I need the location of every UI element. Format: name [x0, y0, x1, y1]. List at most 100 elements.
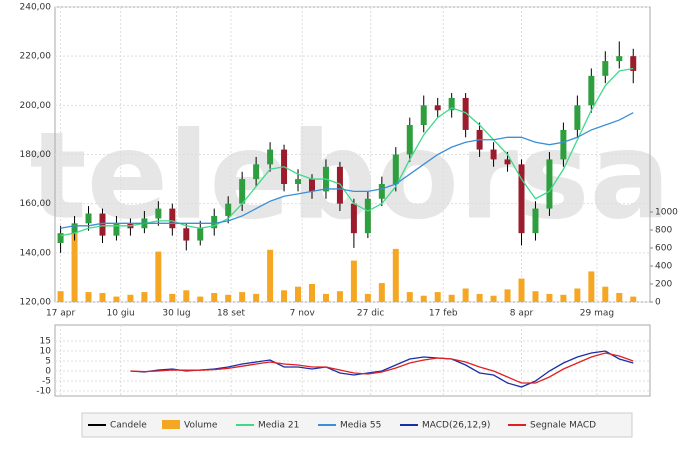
volume-bar	[57, 291, 64, 302]
volume-bar	[364, 293, 371, 302]
legend-label: Candele	[110, 421, 147, 431]
volume-bar	[434, 292, 441, 302]
candle-body	[71, 223, 78, 234]
legend-label: Media 55	[340, 421, 381, 431]
candle-body	[448, 97, 455, 111]
y-tick-label: 0	[45, 367, 51, 377]
candle-body	[155, 208, 162, 219]
volume-bar	[630, 296, 637, 302]
candle-body	[378, 184, 385, 199]
candle-body	[560, 129, 567, 160]
y-tick-label: -10	[36, 387, 51, 397]
y-tick-label: 240,00	[20, 3, 52, 13]
volume-bar	[253, 293, 260, 302]
y2-tick-label: 200	[655, 280, 672, 290]
y2-tick-label: 0	[655, 298, 661, 308]
volume-bar	[476, 293, 483, 302]
volume-bar	[197, 296, 204, 302]
volume-bar	[546, 293, 553, 302]
volume-bar	[518, 278, 525, 302]
volume-bar	[113, 296, 120, 302]
volume-bar	[560, 294, 567, 302]
y2-tick-label: 400	[655, 262, 672, 272]
volume-bar	[378, 283, 385, 302]
y-tick-label: -5	[42, 377, 51, 387]
volume-bar	[322, 293, 329, 302]
volume-bar	[532, 291, 539, 302]
candle-body	[490, 149, 497, 160]
volume-bar	[574, 288, 581, 302]
candle-body	[350, 203, 357, 234]
line	[130, 352, 634, 384]
candle-body	[253, 164, 260, 180]
candle-body	[420, 105, 427, 125]
candle-body	[336, 166, 343, 204]
y-tick-label: 10	[40, 347, 52, 357]
candle-body	[211, 215, 218, 229]
candle-body	[588, 75, 595, 106]
candle-body	[85, 213, 92, 224]
volume-bar	[225, 294, 232, 302]
legend-label: MACD(26,12,9)	[422, 421, 490, 431]
candle-body	[308, 179, 315, 192]
legend-label: Segnale MACD	[530, 421, 596, 431]
y-tick-label: 120,00	[20, 298, 52, 308]
candle-body	[532, 208, 539, 234]
y2-tick-label: 800	[655, 226, 672, 236]
candle-body	[616, 56, 623, 62]
volume-bar	[239, 292, 246, 302]
candle-body	[574, 105, 581, 130]
x-tick-label: 8 apr	[510, 309, 534, 319]
candle-body	[630, 56, 637, 71]
volume-bar	[420, 295, 427, 302]
line	[60, 112, 634, 229]
y-tick-label: 5	[45, 357, 51, 367]
volume-bar	[616, 293, 623, 302]
legend-swatch	[162, 420, 180, 429]
candle-body	[295, 179, 302, 184]
x-tick-label: 10 giu	[107, 309, 135, 319]
volume-bar	[211, 293, 218, 302]
candle-body	[267, 149, 274, 165]
x-tick-label: 27 dic	[357, 309, 385, 319]
candle-body	[197, 228, 204, 241]
volume-bar	[392, 248, 399, 302]
candle-body	[239, 179, 246, 204]
x-tick-label: 30 lug	[162, 309, 190, 319]
candle-body	[99, 213, 106, 236]
x-tick-label: 17 apr	[46, 309, 76, 319]
x-tick-label: 7 nov	[290, 309, 316, 319]
volume-bar	[141, 292, 148, 302]
y-tick-label: 160,00	[20, 199, 52, 209]
volume-bar	[336, 291, 343, 302]
volume-bar	[462, 288, 469, 302]
candle-body	[602, 61, 609, 76]
candle-body	[406, 125, 413, 155]
x-tick-label: 17 feb	[429, 309, 458, 319]
volume-bar	[71, 231, 78, 302]
candle-body	[225, 203, 232, 216]
y2-tick-label: 1000	[655, 208, 678, 218]
volume-bar	[85, 292, 92, 302]
candle-body	[57, 233, 64, 243]
y-tick-label: 200,00	[20, 101, 52, 111]
candle-body	[504, 159, 511, 165]
candle-body	[113, 223, 120, 236]
candle-body	[392, 154, 399, 184]
volume-bar	[127, 294, 134, 302]
volume-bar	[490, 295, 497, 302]
volume-bar	[155, 251, 162, 302]
volume-bar	[99, 293, 106, 302]
line	[130, 350, 634, 388]
volume-bar	[169, 293, 176, 302]
legend-label: Volume	[184, 421, 218, 431]
volume-bar	[281, 290, 288, 302]
legend-label: Media 21	[258, 421, 299, 431]
volume-bar	[308, 284, 315, 302]
candle-body	[546, 159, 553, 209]
volume-bar	[406, 292, 413, 302]
volume-bar	[267, 249, 274, 302]
x-tick-label: 18 set	[217, 309, 246, 319]
volume-bar	[448, 294, 455, 302]
